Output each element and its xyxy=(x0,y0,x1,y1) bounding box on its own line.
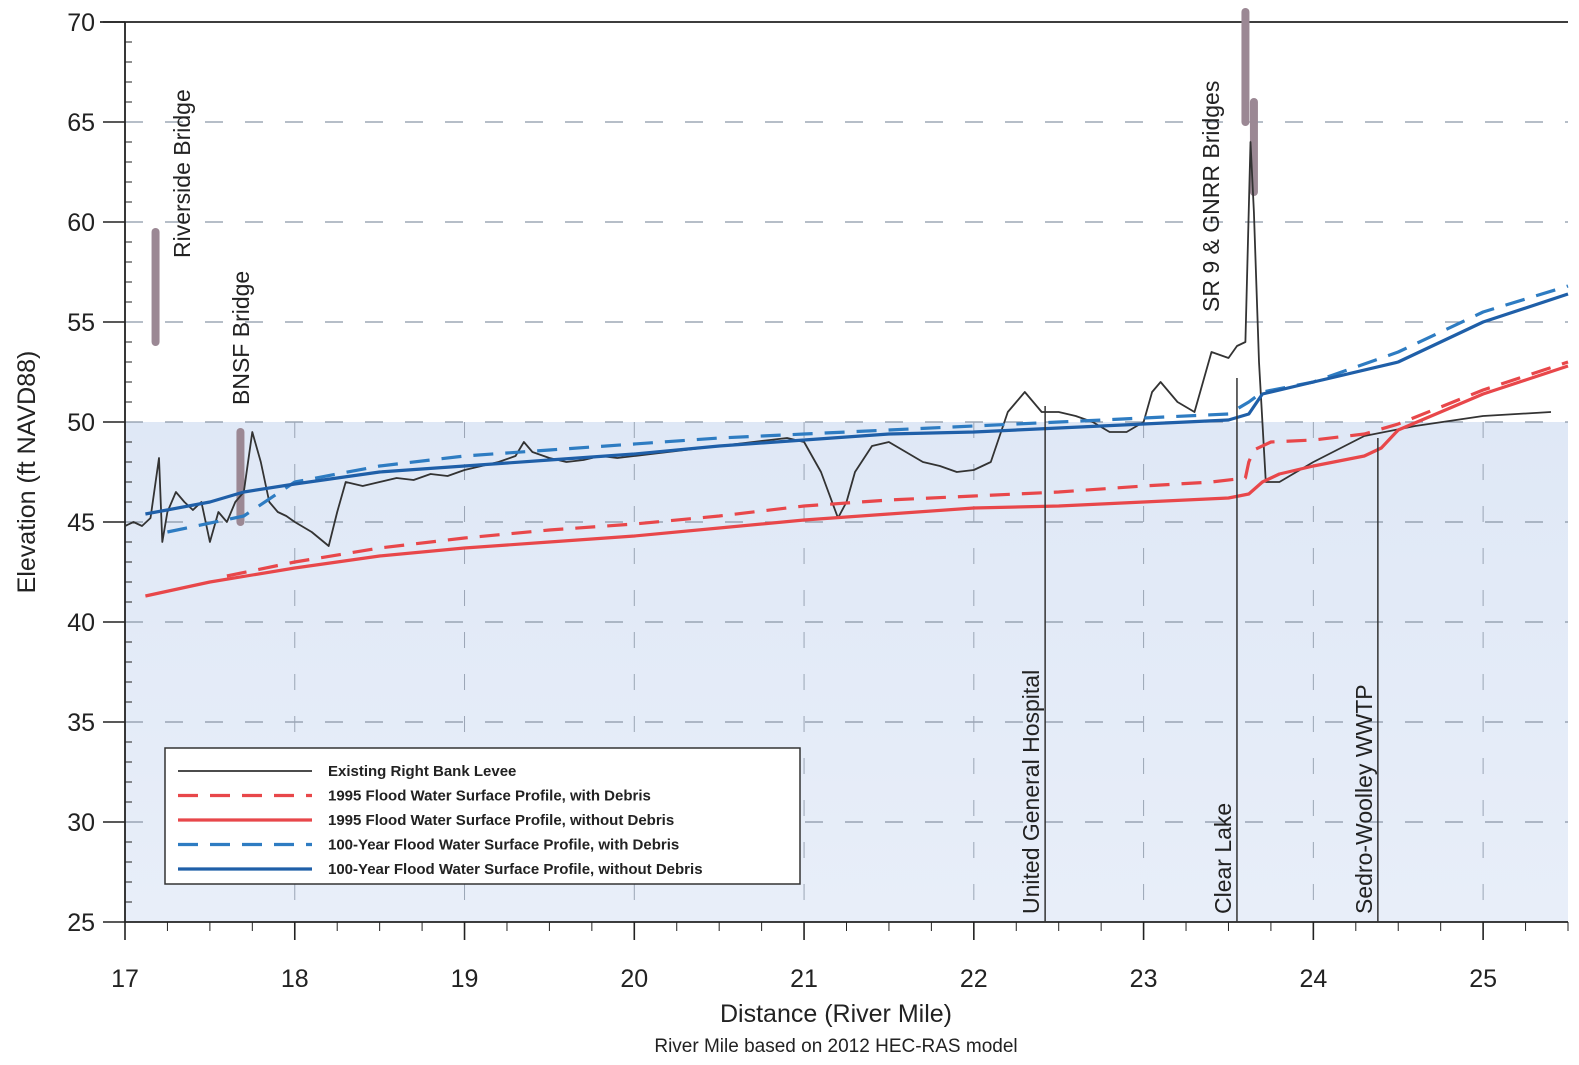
x-tick-label: 25 xyxy=(1469,965,1497,993)
legend: Existing Right Bank Levee 1995 Flood Wate… xyxy=(164,747,801,885)
legend-label: 100-Year Flood Water Surface Profile, wi… xyxy=(328,861,703,878)
location-marker-label: Clear Lake xyxy=(1210,803,1236,914)
location-marker-label: Sedro-Woolley WWTP xyxy=(1351,684,1377,914)
x-axis-title: Distance (River Mile) xyxy=(720,1000,952,1028)
x-tick-label: 19 xyxy=(451,965,479,993)
legend-label: 100-Year Flood Water Surface Profile, wi… xyxy=(328,837,679,854)
y-tick-label: 35 xyxy=(67,709,95,737)
series-line-2 xyxy=(145,364,1569,598)
location-markers: United General Hospital Clear Lake Sedro-W… xyxy=(169,81,1379,922)
bridge-label: BNSF Bridge xyxy=(228,271,254,405)
y-tick-label: 55 xyxy=(67,309,95,337)
tick-labels: 25 30 35 40 45 50 55 60 65 70 17 18 19 20 21 22 23 24 25 xyxy=(67,9,1497,993)
x-tick-label: 18 xyxy=(281,965,309,993)
y-tick-label: 40 xyxy=(67,609,95,637)
series-line-4 xyxy=(145,292,1569,516)
chart-subtitle: River Mile based on 2012 HEC-RAS model xyxy=(654,1036,1017,1057)
legend-label: 1995 Flood Water Surface Profile, with D… xyxy=(328,788,651,805)
x-tick-label: 23 xyxy=(1130,965,1158,993)
y-tick-label: 45 xyxy=(67,509,95,537)
y-tick-label: 70 xyxy=(67,9,95,37)
y-tick-label: 25 xyxy=(67,909,95,937)
x-tick-label: 22 xyxy=(960,965,988,993)
x-tick-label: 24 xyxy=(1299,965,1327,993)
x-tick-label: 17 xyxy=(111,965,139,993)
axes xyxy=(100,21,1569,940)
y-tick-label: 65 xyxy=(67,109,95,137)
location-marker-label: United General Hospital xyxy=(1018,670,1044,914)
bridge-markers xyxy=(151,8,1258,526)
y-axis-title: Elevation (ft NAVD88) xyxy=(13,351,41,594)
legend-label: 1995 Flood Water Surface Profile, withou… xyxy=(328,812,674,829)
series-line-1 xyxy=(226,360,1569,578)
series-layer xyxy=(124,141,1569,598)
bridge-label: Riverside Bridge xyxy=(169,89,195,258)
y-tick-label: 30 xyxy=(67,809,95,837)
x-tick-label: 21 xyxy=(790,965,818,993)
legend-label: Existing Right Bank Levee xyxy=(328,763,516,780)
y-tick-label: 50 xyxy=(67,409,95,437)
bridge-label: SR 9 & GNRR Bridges xyxy=(1198,81,1224,312)
x-tick-label: 20 xyxy=(620,965,648,993)
y-tick-label: 60 xyxy=(67,209,95,237)
